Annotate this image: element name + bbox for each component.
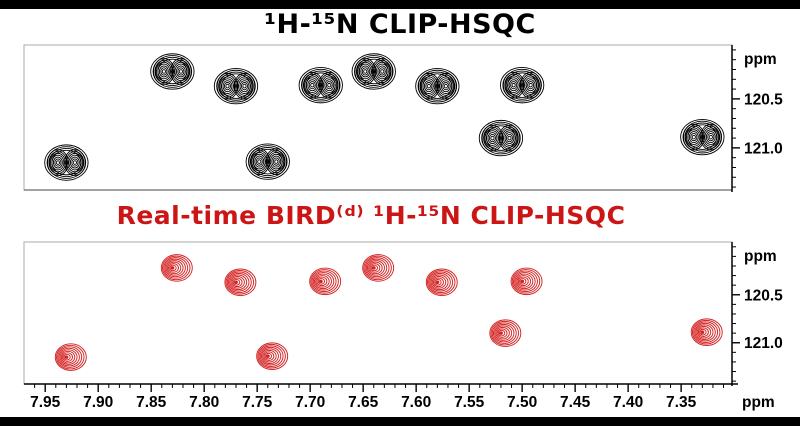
y-tick-label: 121.0: [744, 335, 783, 352]
nmr-peak-singlet: [425, 268, 458, 297]
nmr-peak-doublet: [298, 67, 343, 104]
y-tick-label: 121.0: [744, 140, 783, 157]
nmr-peak-singlet: [510, 267, 543, 296]
x-tick-label: 7.75: [242, 394, 273, 411]
y-tick-label: 120.5: [744, 91, 783, 108]
bottom-spectrum-title: Real-time BIRD⁽ᵈ⁾ ¹H-¹⁵N CLIP-HSQC: [116, 201, 626, 230]
y-axis-unit-label: ppm: [744, 248, 777, 265]
x-tick-label: 7.95: [30, 394, 61, 411]
nmr-peak-singlet: [224, 268, 257, 297]
nmr-peak-doublet: [213, 67, 259, 105]
nmr-peak-doublet: [245, 143, 290, 180]
nmr-peak-singlet: [160, 254, 193, 282]
x-tick-label: 7.85: [136, 394, 167, 411]
nmr-peak-singlet: [309, 267, 342, 296]
nmr-peak-singlet: [54, 343, 87, 371]
nmr-peak-doublet: [150, 53, 195, 90]
top-border-bar: [0, 0, 800, 9]
nmr-peak-singlet: [256, 342, 289, 370]
x-tick-label: 7.35: [666, 394, 697, 411]
nmr-peak-doublet: [415, 67, 460, 105]
nmr-peak-doublet: [680, 118, 725, 156]
x-tick-label: 7.80: [189, 394, 219, 411]
x-tick-label: 7.45: [560, 394, 591, 411]
bottom-border-bar: [0, 417, 800, 426]
x-tick-label: 7.55: [454, 394, 485, 411]
x-axis-unit-label: ppm: [742, 394, 775, 411]
y-tick-label: 120.5: [744, 287, 783, 304]
x-tick-label: 7.60: [401, 394, 431, 411]
spectrum-panel: [23, 241, 733, 385]
x-tick-label: 7.65: [348, 394, 379, 411]
x-tick-label: 7.40: [613, 394, 643, 411]
nmr-peak-singlet: [362, 254, 395, 282]
x-tick-label: 7.90: [83, 394, 113, 411]
x-tick-label: 7.70: [295, 394, 325, 411]
nmr-peak-doublet: [499, 67, 545, 104]
nmr-peak-singlet: [489, 319, 522, 347]
x-tick-label: 7.50: [507, 394, 537, 411]
nmr-peak-doublet: [478, 119, 524, 157]
nmr-peak-doublet: [351, 53, 396, 90]
top-spectrum-title: ¹H-¹⁵N CLIP-HSQC: [264, 9, 536, 40]
nmr-peak-doublet: [44, 144, 89, 181]
y-axis-unit-label: ppm: [744, 51, 777, 68]
nmr-peak-singlet: [690, 318, 723, 346]
